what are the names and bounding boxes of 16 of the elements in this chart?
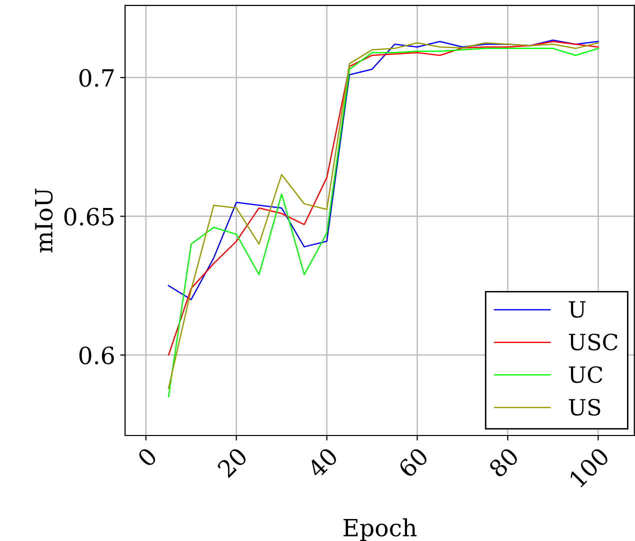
x-tick-label: 40 bbox=[306, 446, 339, 479]
legend-label: USC bbox=[568, 334, 618, 350]
x-tick-label: 100 bbox=[568, 446, 610, 488]
line-series bbox=[168, 39, 599, 300]
x-tick-label: 20 bbox=[216, 446, 248, 478]
x-tick-label: 80 bbox=[488, 446, 520, 478]
x-axis-title: Epoch bbox=[344, 518, 417, 541]
y-tick-label: 0.65 bbox=[64, 208, 114, 226]
x-tick-label: 0 bbox=[136, 446, 158, 468]
x-tick-label: 60 bbox=[397, 446, 430, 478]
legend-label: UC bbox=[568, 366, 602, 384]
legend-label: US bbox=[568, 398, 600, 416]
legend-label: U bbox=[568, 301, 586, 318]
y-tick-label: 0.7 bbox=[79, 69, 114, 87]
y-tick-label: 0.6 bbox=[79, 346, 114, 364]
y-axis-title: mIoU bbox=[35, 188, 53, 253]
